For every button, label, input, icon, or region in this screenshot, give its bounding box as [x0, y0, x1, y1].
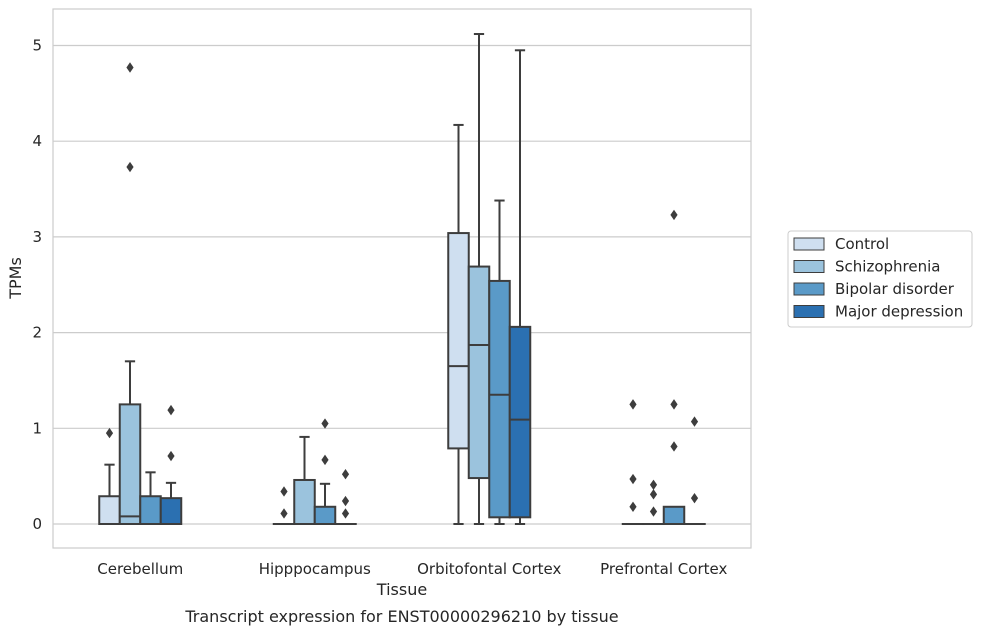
outlier-point	[690, 416, 699, 427]
outlier-point	[105, 427, 114, 439]
y-tick-label: 4	[32, 132, 42, 150]
outlier-point	[280, 486, 288, 497]
legend: Control Schizophrenia Bipolar disorder Majo…	[787, 230, 973, 328]
legend-frame	[787, 230, 973, 328]
outlier-point	[629, 473, 637, 485]
legend-label: Bipolar disorder	[835, 280, 955, 298]
outlier-point	[321, 418, 329, 429]
box-schizophrenia	[118, 62, 142, 525]
box-major-depression	[159, 404, 183, 526]
outlier-point	[629, 399, 637, 410]
x-tick-label: Orbitofontal Cortex	[417, 560, 561, 578]
outlier-point	[629, 501, 637, 512]
box-body	[488, 279, 511, 519]
plot-frame	[52, 8, 752, 549]
box-body	[139, 495, 162, 526]
box-schizophrenia	[293, 435, 316, 525]
box-bipolar-disorder	[313, 418, 337, 525]
plot-area: 0 1 2 3 4 5 Cerebellum Hipppocampus Orbitofontal…	[32, 8, 752, 578]
x-tick-label: Cerebellum	[97, 560, 183, 578]
outlier-point	[321, 454, 329, 466]
y-tick-label: 1	[32, 419, 42, 437]
box-control	[621, 399, 645, 526]
x-tick-label: Prefrontal Cortex	[600, 560, 727, 578]
box-body	[98, 495, 121, 526]
legend-label: Control	[835, 235, 889, 253]
outlier-point	[341, 508, 350, 519]
box-body	[293, 478, 316, 525]
box-body	[662, 505, 686, 525]
legend-swatch	[793, 305, 825, 318]
box-body	[467, 265, 491, 480]
y-tick-label: 3	[32, 228, 42, 246]
y-tick-label: 0	[32, 515, 42, 533]
legend-swatch	[793, 260, 825, 273]
outlier-point	[341, 495, 350, 507]
outlier-point	[167, 404, 175, 416]
chart-caption: Transcript expression for ENST0000029621…	[184, 607, 618, 626]
x-tick-label: Hipppocampus	[259, 560, 371, 578]
outlier-point	[670, 209, 678, 221]
legend-label: Major depression	[835, 303, 963, 321]
legend-swatch	[793, 237, 825, 251]
y-tick-label: 5	[32, 37, 42, 55]
x-axis-title: Tissue	[376, 580, 427, 599]
legend-swatch	[793, 282, 825, 296]
outlier-point	[690, 492, 699, 504]
outlier-point	[126, 62, 134, 73]
box-body	[447, 232, 470, 450]
legend-label: Schizophrenia	[835, 258, 940, 276]
box-major-depression	[334, 469, 357, 526]
y-axis-title: TPMs	[6, 257, 25, 300]
y-tick-label: 2	[32, 324, 42, 342]
box-body	[159, 497, 183, 526]
outlier-point	[280, 508, 288, 519]
box-body	[508, 325, 532, 519]
outlier-point	[670, 441, 678, 452]
box-body	[313, 505, 337, 525]
box-bipolar-disorder	[139, 471, 162, 526]
box-bipolar-disorder	[662, 209, 686, 525]
outlier-point	[649, 506, 658, 517]
box-major-depression	[508, 49, 532, 525]
outlier-point	[167, 450, 175, 462]
outlier-point	[126, 161, 134, 173]
outlier-point	[670, 399, 678, 410]
box-major-depression	[683, 416, 706, 526]
outlier-point	[649, 489, 658, 500]
box-body	[118, 403, 142, 525]
outlier-point	[649, 479, 658, 490]
outlier-point	[341, 469, 350, 480]
